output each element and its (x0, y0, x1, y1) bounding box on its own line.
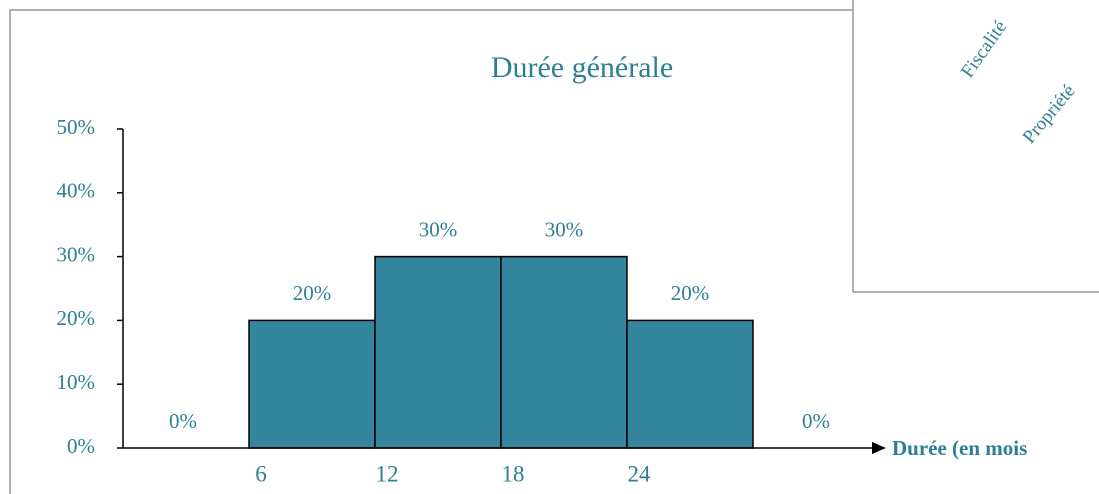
x-tick-label: 6 (255, 461, 267, 486)
background-chart (852, 0, 1099, 293)
y-tick-label: 20% (57, 306, 96, 330)
y-tick-label: 0% (67, 434, 95, 458)
plot: 0% 10% 20% 30% 40% 50% 0% 6 20% 12 30% 18 30% 24 20% 0%… (57, 115, 1028, 486)
value-label: 20% (671, 281, 710, 305)
x-tick-label: 24 (628, 461, 652, 486)
y-tick-label: 40% (57, 179, 96, 203)
value-label: 0% (169, 409, 197, 433)
x-axis-label: Durée (en mois (892, 436, 1027, 460)
value-label: 30% (545, 217, 584, 241)
bar (626, 319, 754, 449)
bar (374, 255, 502, 449)
y-tick-label: 30% (57, 242, 96, 266)
value-label: 0% (802, 409, 830, 433)
x-tick-label: 12 (376, 461, 399, 486)
bar (248, 319, 376, 449)
x-axis-arrow (872, 442, 886, 454)
bar (500, 255, 628, 449)
chart-title: Durée générale (491, 51, 673, 84)
y-tick-label: 10% (57, 370, 96, 394)
value-label: 30% (419, 217, 458, 241)
value-label: 20% (293, 281, 332, 305)
x-tick-label: 18 (502, 461, 525, 486)
y-tick-label: 50% (57, 115, 96, 139)
